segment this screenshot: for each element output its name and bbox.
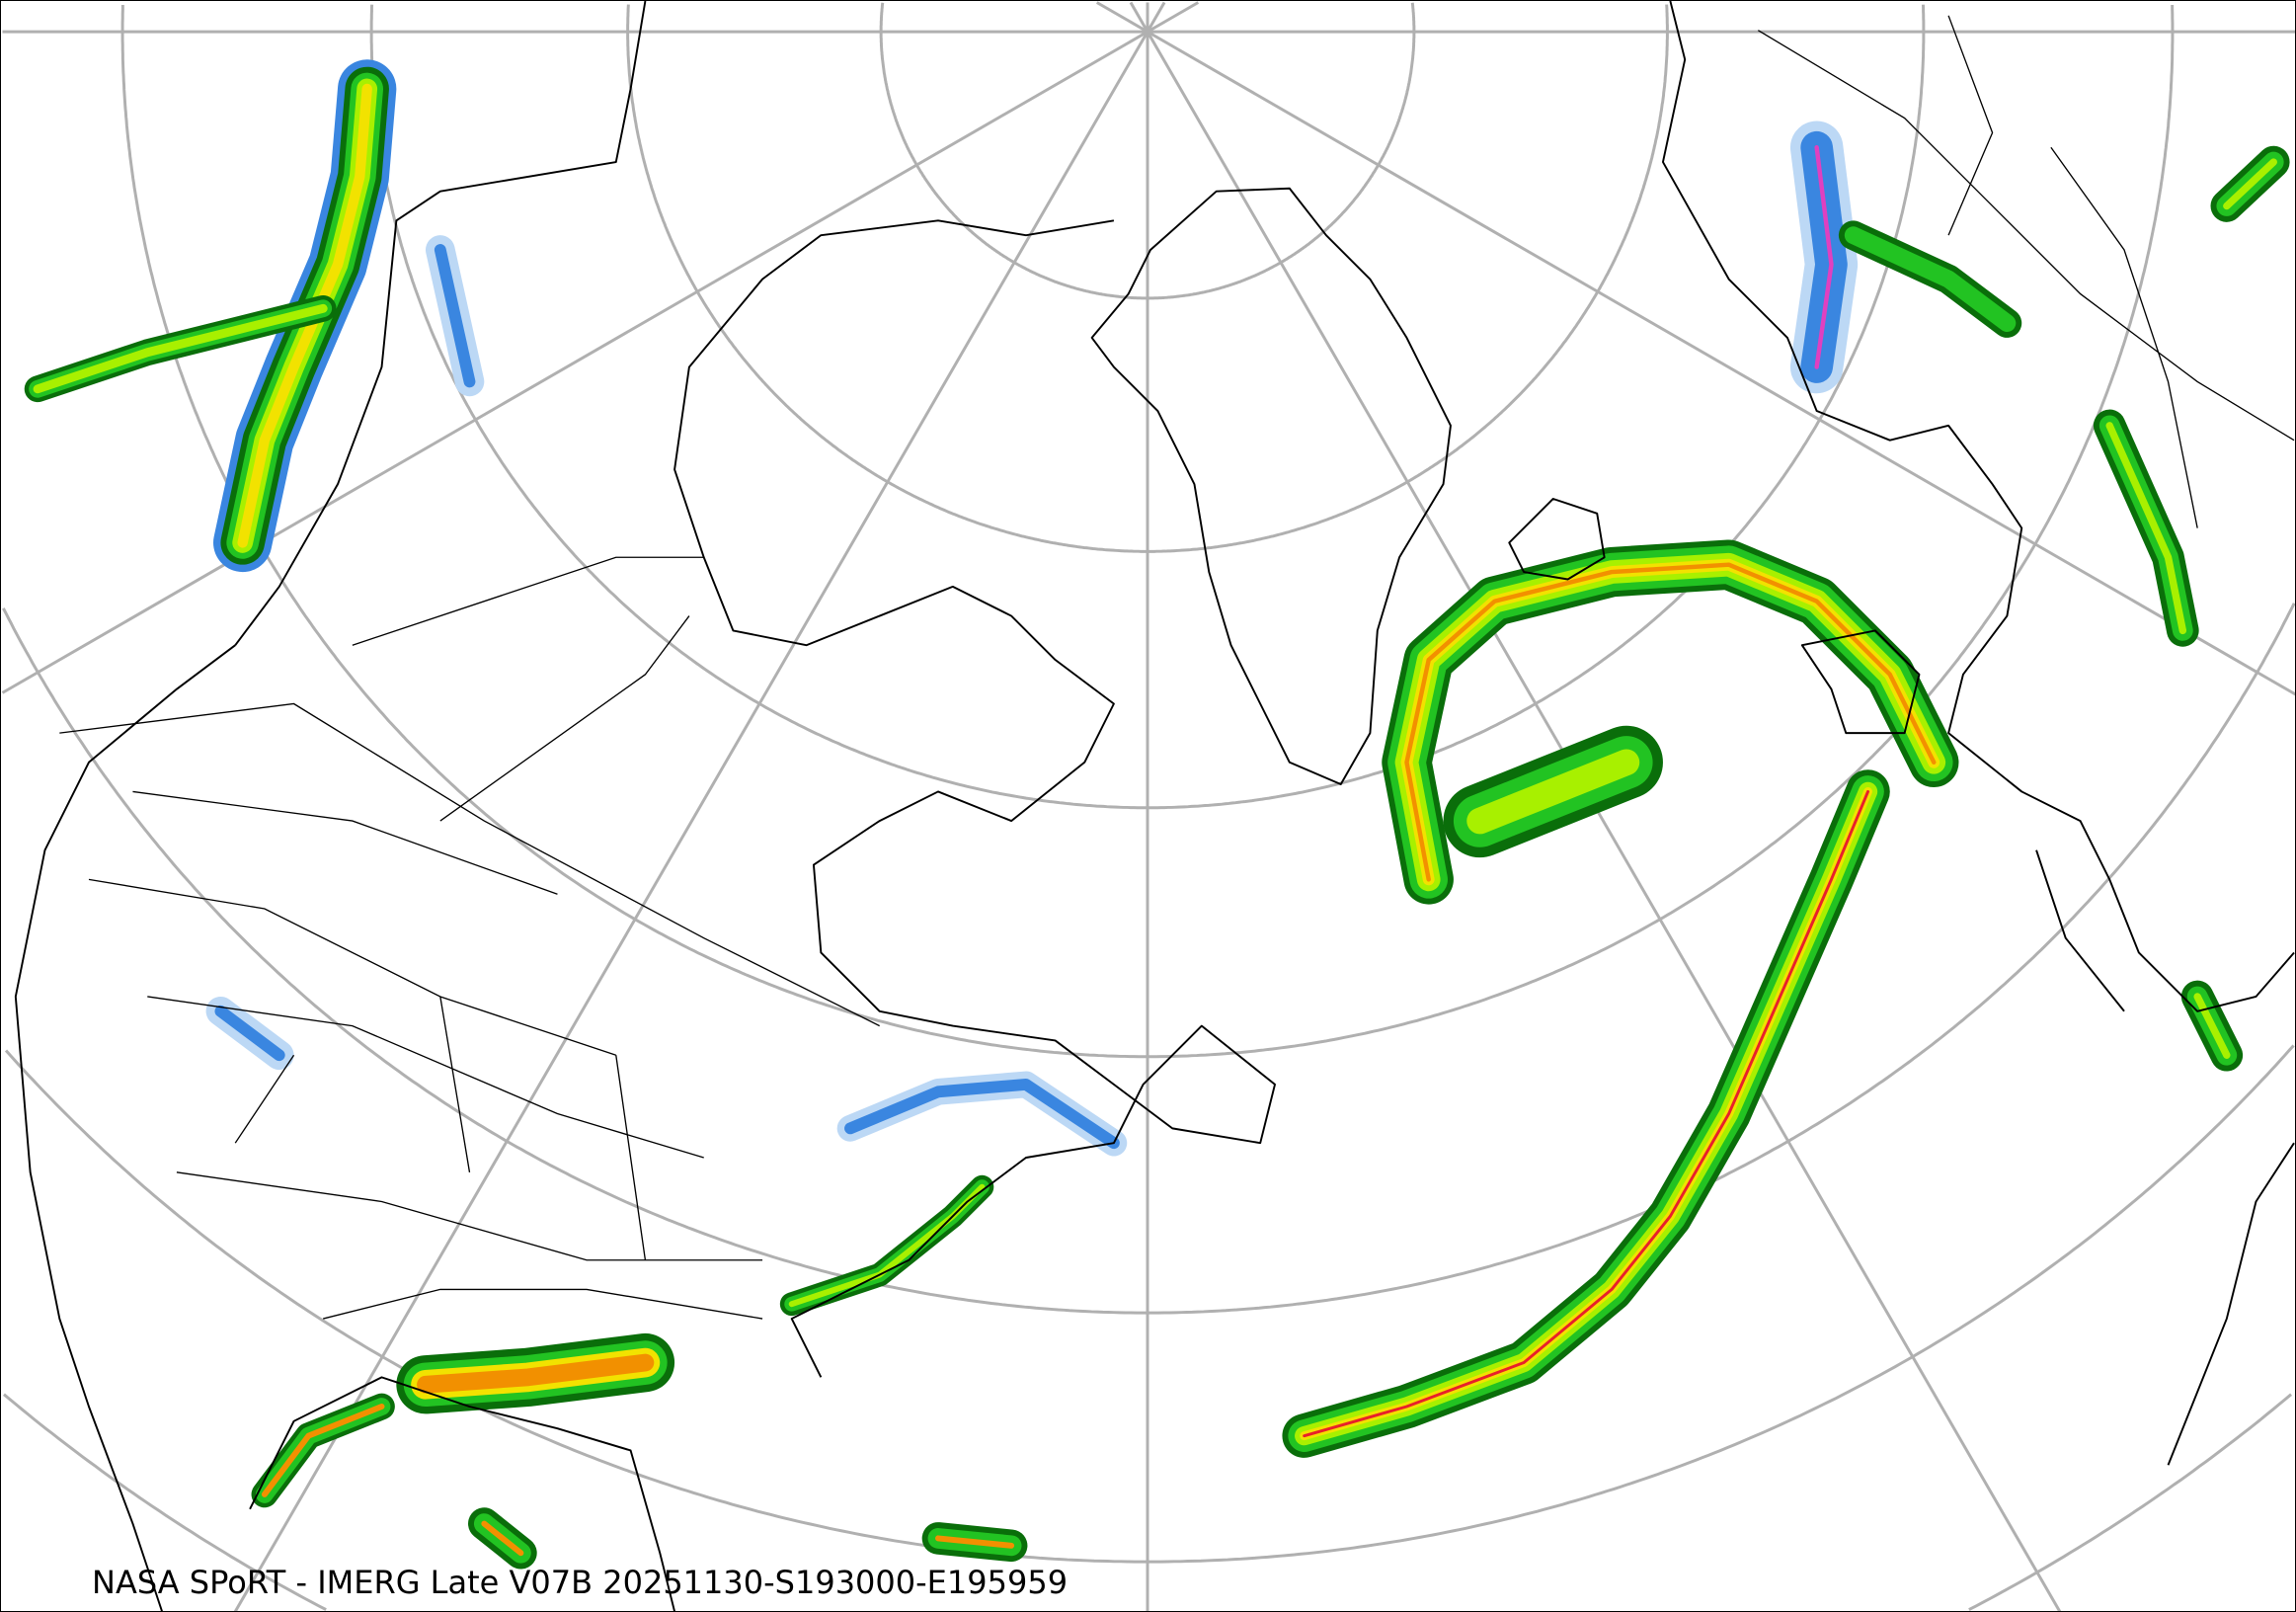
meridian-line bbox=[1147, 30, 2295, 696]
gulf-coast-rain bbox=[417, 1353, 655, 1394]
atlantic-cyclone-band bbox=[1404, 562, 1937, 882]
meridian-line bbox=[1095, 1, 1148, 34]
meridian-line bbox=[1129, 1, 1149, 33]
latitude-circle bbox=[2, 603, 2295, 1315]
tropical-showers bbox=[481, 1520, 1015, 1557]
meridian-line bbox=[1, 30, 1148, 694]
greenland-coastline bbox=[1090, 187, 1452, 785]
state-province-borders bbox=[59, 15, 2295, 1320]
atlantic-cold-front bbox=[1303, 789, 1870, 1438]
latitude-circle bbox=[4, 1044, 2295, 1564]
baltic-rain bbox=[1844, 226, 2017, 332]
western-snow bbox=[205, 235, 485, 1071]
meridian-line bbox=[233, 31, 1149, 1611]
baltic-snow bbox=[1814, 145, 1834, 369]
atlantic-cold-front bbox=[1282, 769, 1890, 1458]
mexico-rain bbox=[261, 1404, 385, 1497]
europe-coastline bbox=[1661, 1, 2295, 1466]
eastern-canada-snow bbox=[844, 1078, 1120, 1150]
map-title: NASA SPoRT - IMERG Late V07B 20251130-S1… bbox=[92, 1564, 1069, 1601]
europe-rain bbox=[2105, 158, 2277, 1059]
iceland-coastline bbox=[1508, 498, 1606, 581]
latitude-circle bbox=[626, 4, 1669, 553]
latitude-circle bbox=[3, 1393, 2293, 1611]
pacific-plume bbox=[33, 303, 328, 394]
cyclone-inner-swirl bbox=[1466, 749, 1640, 835]
north-america-coastline bbox=[14, 1, 1276, 1611]
western-snow bbox=[214, 244, 476, 1062]
coastlines bbox=[14, 1, 2295, 1611]
europe-rain bbox=[2093, 145, 2290, 1072]
meridian-line bbox=[1146, 1, 1166, 33]
precipitation-layer bbox=[24, 59, 2290, 1570]
meridian-line bbox=[1146, 31, 2062, 1611]
latitude-circle bbox=[879, 2, 1416, 300]
meridian-line bbox=[1147, 1, 1200, 34]
latitude-circle bbox=[369, 4, 1926, 810]
